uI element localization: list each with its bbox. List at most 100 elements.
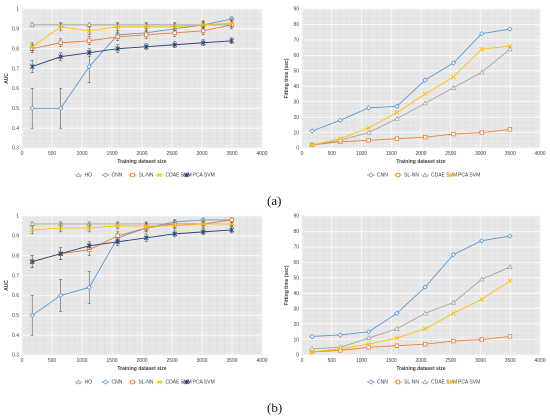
- sl-nn-point: [422, 342, 428, 347]
- legend-marker: [157, 379, 162, 385]
- cdae-svm-point: [143, 223, 149, 229]
- x-tick-label: 3500: [505, 358, 516, 364]
- pca-svm-point: [309, 142, 315, 148]
- series-cdae-svm: [29, 221, 235, 235]
- legend-marker: [102, 172, 109, 178]
- y-axis-title: AUC: [4, 73, 10, 84]
- legend-marker: [157, 172, 162, 178]
- series-pca-svm: [309, 278, 513, 355]
- cdae-svm-point: [86, 225, 92, 231]
- y-tick-label: 0.8: [12, 253, 19, 259]
- x-axis-title: Training dataset size: [396, 159, 445, 165]
- cnn-point: [309, 333, 315, 340]
- pca-svm-point: [366, 341, 372, 347]
- x-tick-label: 2500: [445, 151, 456, 157]
- sl-nn-point: [394, 343, 400, 348]
- cdae-svm-point: [309, 345, 315, 351]
- cdae-svm-point: [365, 129, 372, 135]
- sl-nn-point: [451, 131, 456, 137]
- cnn-point: [29, 312, 35, 318]
- y-tick-label: 90: [293, 7, 299, 13]
- cnn-point: [337, 332, 344, 338]
- chart-svg: 0 10 20 30 40 50 60 70 80 90 0 500 1000 1500 2000 2500 3…: [284, 214, 546, 386]
- x-tick-label: 500: [328, 358, 337, 364]
- sl-nn-point: [366, 138, 371, 143]
- cdae-svm-line: [312, 266, 511, 350]
- cdae-svm-point: [200, 22, 206, 28]
- x-tick-label: 1000: [356, 358, 367, 364]
- x-tick-label: 500: [48, 358, 57, 364]
- sl-nn-point: [394, 136, 400, 141]
- sl-nn-point: [87, 38, 92, 43]
- chart-a-right: 0 10 20 30 40 50 60 70 80 90 0 500 1000 1500 2000 2500 3…: [280, 0, 550, 200]
- cnn-point: [394, 310, 400, 316]
- x-tick-label: 4000: [534, 151, 545, 157]
- pca-svm-line: [32, 40, 232, 68]
- legend: HO CNN SL-NN CDAE SVM PCA SVM: [74, 172, 215, 179]
- y-tick-label: 30: [293, 99, 299, 105]
- series-cdae-svm: [29, 18, 235, 51]
- y-tick-label: 0.9: [12, 234, 19, 240]
- sl-nn-point: [58, 40, 63, 45]
- x-tick-label: 2000: [415, 151, 426, 157]
- y-tick-label: 60: [293, 53, 299, 59]
- pca-svm-point: [58, 251, 64, 257]
- sl-nn-point: [479, 130, 484, 135]
- sl-nn-point: [229, 217, 234, 223]
- sl-nn-point: [201, 28, 206, 34]
- cdae-svm-point: [58, 24, 64, 30]
- y-tick-label: 0.9: [12, 27, 19, 33]
- sl-nn-point: [422, 135, 428, 140]
- legend-label-ho: HO: [85, 173, 93, 179]
- x-tick-label: 500: [48, 151, 57, 157]
- sl-nn-point: [366, 345, 371, 350]
- x-tick-label: 2000: [136, 151, 147, 157]
- x-tick-label: 0: [21, 151, 24, 157]
- cdae-svm-point: [172, 223, 178, 229]
- legend-marker: [449, 172, 455, 178]
- pca-svm-point: [337, 136, 343, 142]
- legend-marker: [422, 172, 428, 178]
- pca-svm-line: [312, 45, 511, 146]
- x-tick-label: 0: [21, 358, 24, 364]
- x-tick-label: 1500: [106, 358, 117, 364]
- y-tick-label: 0: [296, 353, 299, 359]
- x-tick-label: 3000: [196, 358, 207, 364]
- cdae-svm-point: [422, 310, 428, 316]
- cnn-point: [479, 31, 485, 37]
- y-tick-label: 0.6: [12, 86, 19, 92]
- x-tick-label: 1500: [106, 151, 117, 157]
- legend-label-cnn: CNN: [377, 173, 388, 179]
- chart-b-right: 0 10 20 30 40 50 60 70 80 90 0 500 1000 1500 2000 2500 3…: [280, 207, 550, 407]
- sl-nn-point: [507, 127, 513, 132]
- series-cnn: [309, 26, 513, 134]
- cnn-point: [394, 103, 400, 109]
- cnn-point: [507, 26, 513, 32]
- pca-svm-point: [366, 125, 372, 131]
- legend-label-pca-svm: PCA SVM: [193, 173, 215, 179]
- cnn-point: [29, 105, 35, 111]
- y-tick-label: 0.4: [12, 126, 19, 132]
- cdae-svm-point: [478, 69, 485, 75]
- y-tick-label: 10: [293, 130, 299, 136]
- x-tick-label: 1000: [356, 151, 367, 157]
- cdae-svm-point: [478, 276, 485, 282]
- cnn-point: [58, 292, 64, 299]
- cnn-point: [365, 329, 372, 335]
- x-tick-label: 3000: [475, 151, 486, 157]
- legend-marker: [422, 379, 428, 385]
- y-tick-label: 1: [16, 214, 19, 220]
- legend-marker: [75, 379, 82, 385]
- x-tick-label: 500: [328, 151, 337, 157]
- x-axis-title: Training dataset size: [396, 366, 445, 372]
- legend-marker: [184, 379, 189, 385]
- legend-marker: [130, 172, 135, 178]
- cdae-svm-point: [172, 24, 178, 30]
- y-axis-title: AUC: [4, 280, 10, 291]
- cnn-point: [479, 238, 485, 244]
- x-tick-label: 3500: [226, 358, 237, 364]
- pca-svm-point: [172, 42, 178, 48]
- legend-marker: [368, 172, 374, 178]
- y-tick-label: 1: [16, 7, 19, 13]
- sl-nn-point: [115, 34, 120, 39]
